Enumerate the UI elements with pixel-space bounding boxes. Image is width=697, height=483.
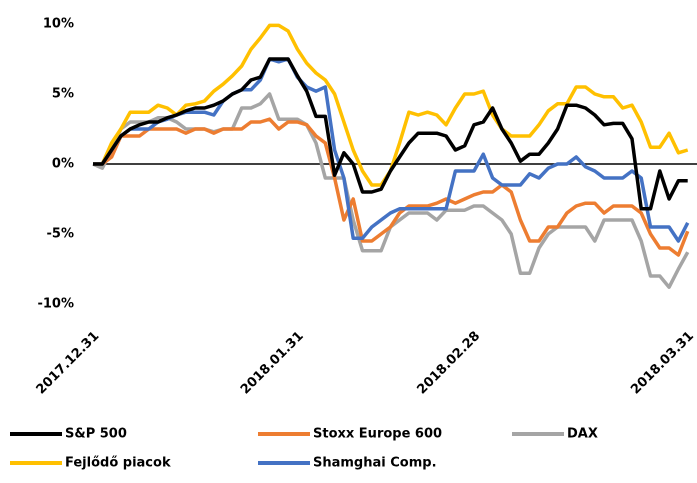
y-tick-label: -10%: [37, 297, 74, 312]
series-line: [93, 117, 690, 257]
series-line: [93, 57, 690, 243]
y-tick-label: 10%: [43, 17, 74, 32]
y-tick-label: 0%: [52, 157, 74, 172]
y-tick-label: -5%: [47, 227, 74, 242]
x-tick-label: 2017.12.31: [34, 329, 103, 398]
x-tick-label: 2018.03.31: [628, 329, 697, 398]
x-tick-label: 2018.02.28: [415, 329, 484, 398]
legend-label: S&P 500: [65, 427, 127, 442]
y-tick-label: 5%: [52, 87, 74, 102]
series-line: [93, 57, 688, 211]
legend-label: Stoxx Europe 600: [313, 427, 442, 442]
legend-label: Fejlődő piacok: [65, 456, 171, 471]
series-line: [92, 92, 690, 289]
legend-label: DAX: [567, 427, 598, 442]
legend-label: Shamghai Comp.: [313, 456, 437, 471]
series-line: [93, 23, 689, 187]
x-tick-label: 2018.01.31: [238, 329, 307, 398]
